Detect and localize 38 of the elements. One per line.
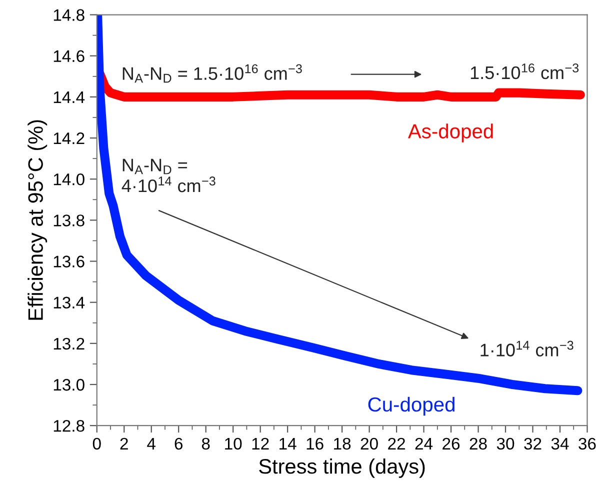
x-tick-label: 4 xyxy=(147,438,156,450)
y-axis-title: Efficiency at 95°C (%) xyxy=(28,120,48,320)
x-tick-label: 2 xyxy=(120,438,128,450)
y-tick-label: 13.6 xyxy=(54,256,84,268)
x-tick-label: 6 xyxy=(174,438,183,450)
y-tick-label: 14.0 xyxy=(54,173,84,186)
x-tick-label: 22 xyxy=(388,438,405,450)
y-tick-label: 14.6 xyxy=(54,50,84,62)
x-axis-title: Stress time (days) xyxy=(259,458,425,478)
x-tick-label: 34 xyxy=(551,438,569,450)
x-tick-label: 16 xyxy=(306,438,324,450)
x-tick-label: 32 xyxy=(524,438,542,450)
x-tick-label: 36 xyxy=(578,438,596,450)
series-label: Cu-doped xyxy=(368,396,454,416)
y-tick-label: 13.0 xyxy=(54,378,84,391)
x-tick-label: 24 xyxy=(415,438,433,450)
y-tick-label: 14.4 xyxy=(54,91,85,103)
y-tick-label: 13.8 xyxy=(54,214,84,226)
x-tick-label: 0 xyxy=(92,438,101,450)
x-tick-label: 28 xyxy=(470,438,487,450)
x-tick-label: 8 xyxy=(202,438,210,450)
y-tick-label: 12.8 xyxy=(54,420,84,432)
x-tick-label: 30 xyxy=(496,438,514,450)
text: N$_{A}$-N$_{D}$ = 4·10$^{14}$ cm$^{−3}$ xyxy=(122,158,216,192)
y-tick-label: 13.4 xyxy=(54,296,85,309)
annotation: N$_{A}$-N$_{D}$ = 1.5·10$^{16}$ cm$^{−3}$ xyxy=(122,64,302,83)
x-tick-label: 10 xyxy=(225,438,242,450)
annotation: 1.5·10$^{16}$ cm$^{−3}$ xyxy=(470,63,579,80)
x-tick-label: 18 xyxy=(334,438,351,450)
y-tick-label: 13.2 xyxy=(54,338,84,350)
series-label: As-doped xyxy=(408,124,493,142)
x-tick-label: 20 xyxy=(360,438,378,450)
y-tick-label: 14.8 xyxy=(54,9,84,21)
annotation: 1·10$^{14}$ cm$^{−3}$ xyxy=(480,340,574,356)
y-tick-label: 14.2 xyxy=(54,132,84,144)
x-tick-label: 12 xyxy=(252,438,269,450)
x-tick-label: 26 xyxy=(442,438,460,450)
x-tick-label: 14 xyxy=(280,438,296,450)
